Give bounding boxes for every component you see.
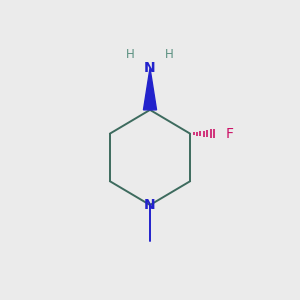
Polygon shape	[143, 68, 157, 110]
Text: F: F	[226, 127, 234, 141]
Text: N: N	[144, 61, 156, 75]
Text: H: H	[165, 48, 174, 62]
Text: N: N	[144, 198, 156, 212]
Text: H: H	[126, 48, 135, 62]
